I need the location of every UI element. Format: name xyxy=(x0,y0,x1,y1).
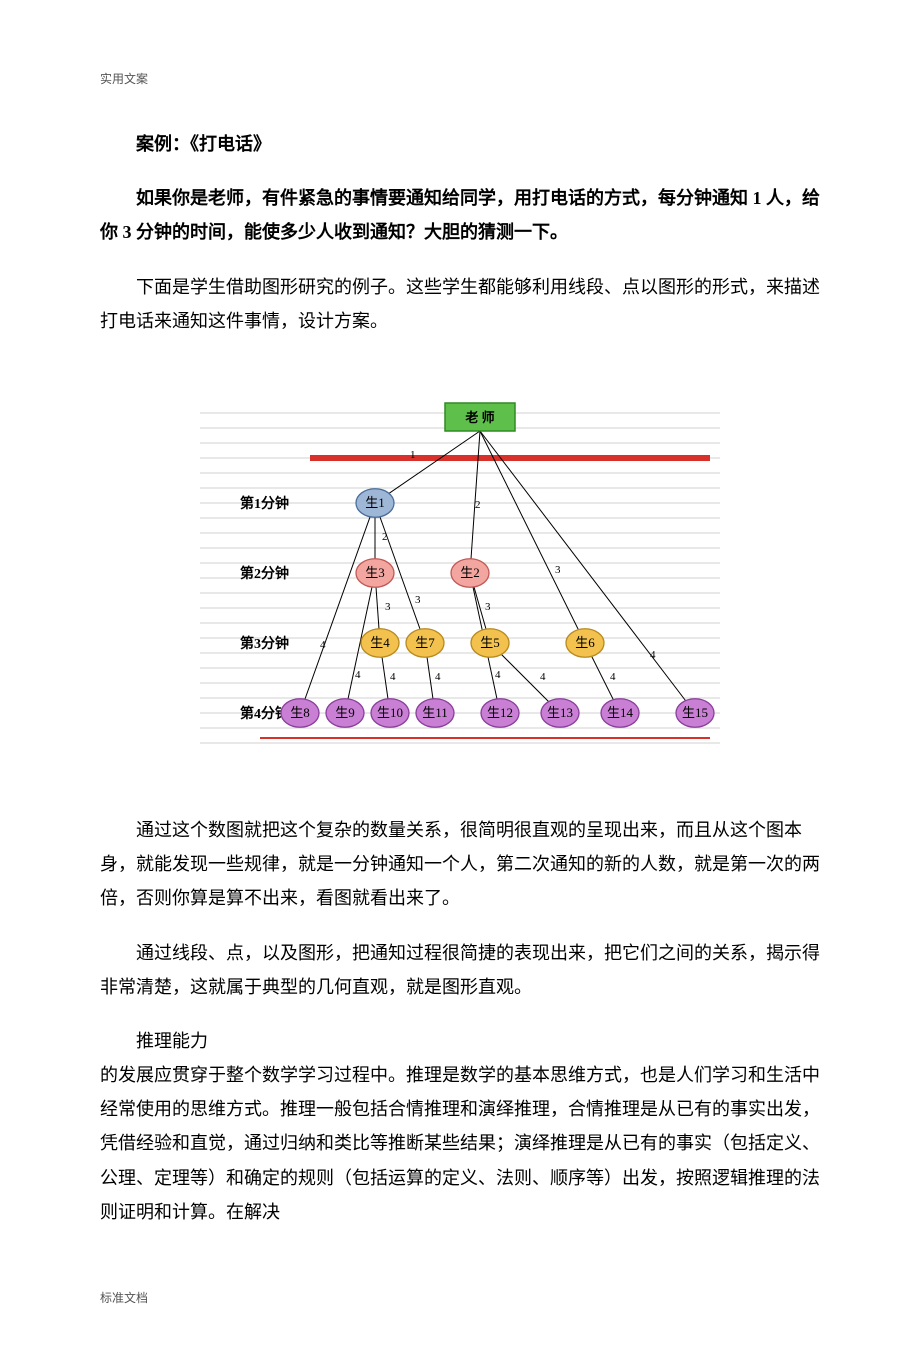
svg-text:生1: 生1 xyxy=(365,495,385,510)
footer-tag: 标准文档 xyxy=(100,1289,820,1306)
svg-text:4: 4 xyxy=(610,671,616,683)
svg-text:生4: 生4 xyxy=(370,635,390,650)
svg-text:第3分钟: 第3分钟 xyxy=(240,635,289,652)
svg-text:生7: 生7 xyxy=(415,635,435,650)
svg-text:生15: 生15 xyxy=(682,705,708,720)
phone-tree-diagram: 第1分钟第2分钟第3分钟第4分钟老 师生1生3生2生4生7生5生6生8生9生10… xyxy=(200,358,720,783)
svg-text:老 师: 老 师 xyxy=(464,410,494,425)
svg-text:4: 4 xyxy=(320,639,326,651)
svg-text:3: 3 xyxy=(415,594,421,606)
case-title: 案例：《打电话》 xyxy=(100,127,820,161)
svg-text:4: 4 xyxy=(435,671,441,683)
svg-text:3: 3 xyxy=(485,601,491,613)
svg-text:3: 3 xyxy=(385,601,391,613)
svg-text:生10: 生10 xyxy=(377,705,403,720)
svg-text:生13: 生13 xyxy=(547,705,573,720)
paragraph-2: 下面是学生借助图形研究的例子。这些学生都能够利用线段、点以图形的形式，来描述打电… xyxy=(100,270,820,338)
svg-text:生14: 生14 xyxy=(607,705,634,720)
header-tag: 实用文案 xyxy=(100,70,820,87)
svg-text:生8: 生8 xyxy=(290,705,310,720)
phone-tree-svg: 第1分钟第2分钟第3分钟第4分钟老 师生1生3生2生4生7生5生6生8生9生10… xyxy=(200,358,720,778)
intro-bold: 如果你是老师，有件紧急的事情要通知给同学，用打电话的方式，每分钟通知 1 人，给… xyxy=(100,181,820,249)
svg-text:2: 2 xyxy=(382,531,388,543)
paragraph-4: 通过线段、点，以及图形，把通知过程很简捷的表现出来，把它们之间的关系，揭示得非常… xyxy=(100,936,820,1004)
svg-text:4: 4 xyxy=(355,669,361,681)
svg-text:4: 4 xyxy=(540,671,546,683)
svg-text:生2: 生2 xyxy=(460,565,480,580)
svg-text:3: 3 xyxy=(555,564,561,576)
svg-text:生5: 生5 xyxy=(480,635,500,650)
svg-text:生11: 生11 xyxy=(422,705,448,720)
svg-text:1: 1 xyxy=(410,449,416,461)
svg-text:生12: 生12 xyxy=(487,705,513,720)
p5-lead: 推理能力 xyxy=(100,1024,208,1058)
svg-text:4: 4 xyxy=(390,671,396,683)
svg-text:4: 4 xyxy=(650,649,656,661)
paragraph-5: 推理能力 的发展应贯穿于整个数学学习过程中。推理是数学的基本思维方式，也是人们学… xyxy=(100,1024,820,1229)
svg-text:4: 4 xyxy=(495,669,501,681)
svg-text:第1分钟: 第1分钟 xyxy=(240,495,289,512)
svg-text:生6: 生6 xyxy=(575,635,595,650)
svg-text:生3: 生3 xyxy=(365,565,385,580)
p5-body: 的发展应贯穿于整个数学学习过程中。推理是数学的基本思维方式，也是人们学习和生活中… xyxy=(100,1065,820,1222)
svg-text:第2分钟: 第2分钟 xyxy=(240,565,289,582)
paragraph-3: 通过这个数图就把这个复杂的数量关系，很简明很直观的呈现出来，而且从这个图本身，就… xyxy=(100,813,820,916)
svg-text:生9: 生9 xyxy=(335,705,355,720)
svg-text:2: 2 xyxy=(475,499,481,511)
